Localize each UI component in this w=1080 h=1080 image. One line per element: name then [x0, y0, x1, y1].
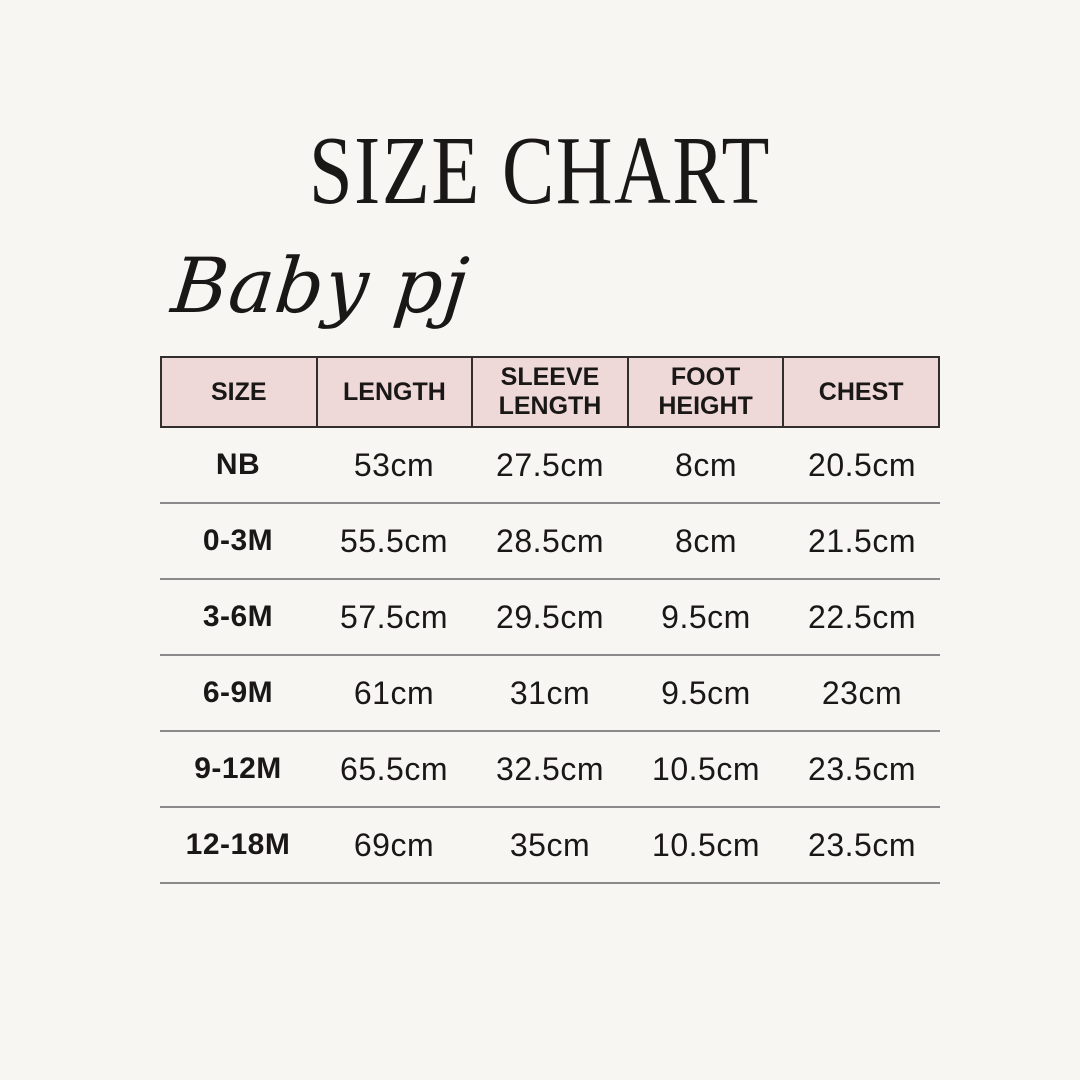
sleeve-length-cell: 27.5cm	[496, 446, 604, 483]
size-cell: 0-3M	[202, 524, 274, 557]
column-header-chest: CHEST	[818, 377, 904, 406]
size-cell: 6-9M	[202, 676, 274, 709]
sleeve-length-cell: 28.5cm	[496, 522, 604, 559]
size-cell: 12-18M	[185, 828, 291, 861]
column-header-size: SIZE	[162, 358, 318, 426]
table-row-3-6m: 3-6M 57.5cm 29.5cm 9.5cm 22.5cm	[160, 580, 940, 656]
foot-height-cell: 9.5cm	[661, 598, 751, 635]
foot-height-cell: 8cm	[675, 522, 737, 559]
chest-cell: 20.5cm	[808, 446, 916, 483]
table-row-nb: NB 53cm 27.5cm 8cm 20.5cm	[160, 428, 940, 504]
sleeve-length-cell: 31cm	[509, 674, 591, 711]
foot-height-cell: 9.5cm	[661, 674, 751, 711]
size-cell: 3-6M	[202, 600, 274, 633]
chest-cell: 23.5cm	[808, 826, 916, 863]
length-cell: 61cm	[353, 674, 435, 711]
size-cell: NB	[215, 448, 261, 481]
foot-height-cell: 10.5cm	[652, 750, 760, 787]
table-row-9-12m: 9-12M 65.5cm 32.5cm 10.5cm 23.5cm	[160, 732, 940, 808]
sleeve-length-cell: 29.5cm	[496, 598, 604, 635]
sleeve-length-cell: 35cm	[509, 826, 591, 863]
table-header-row: SIZE LENGTH SLEEVE LENGTH FOOT HEIGHT CH…	[160, 356, 940, 428]
chest-cell: 21.5cm	[808, 522, 916, 559]
length-cell: 57.5cm	[340, 598, 448, 635]
foot-height-cell: 10.5cm	[652, 826, 760, 863]
sleeve-length-cell: 32.5cm	[496, 750, 604, 787]
column-header-length: LENGTH	[318, 358, 474, 426]
size-table: SIZE LENGTH SLEEVE LENGTH FOOT HEIGHT CH…	[160, 356, 940, 884]
chest-cell: 23cm	[821, 674, 903, 711]
length-cell: 69cm	[353, 826, 435, 863]
foot-height-cell: 8cm	[675, 446, 737, 483]
brand-script-text: Baby pj	[167, 241, 474, 330]
table-row-0-3m: 0-3M 55.5cm 28.5cm 8cm 21.5cm	[160, 504, 940, 580]
chest-cell: 22.5cm	[808, 598, 916, 635]
size-cell: 9-12M	[194, 752, 282, 785]
chest-cell: 23.5cm	[808, 750, 916, 787]
column-header-foot-height: FOOT HEIGHT	[629, 358, 785, 426]
length-cell: 55.5cm	[340, 522, 448, 559]
length-cell: 65.5cm	[340, 750, 448, 787]
length-cell: 53cm	[353, 446, 435, 483]
table-row-12-18m: 12-18M 69cm 35cm 10.5cm 23.5cm	[160, 808, 940, 884]
page-title: SIZE CHART	[308, 117, 772, 225]
table-row-6-9m: 6-9M 61cm 31cm 9.5cm 23cm	[160, 656, 940, 732]
column-header-sleeve-length: SLEEVE LENGTH	[473, 358, 629, 426]
